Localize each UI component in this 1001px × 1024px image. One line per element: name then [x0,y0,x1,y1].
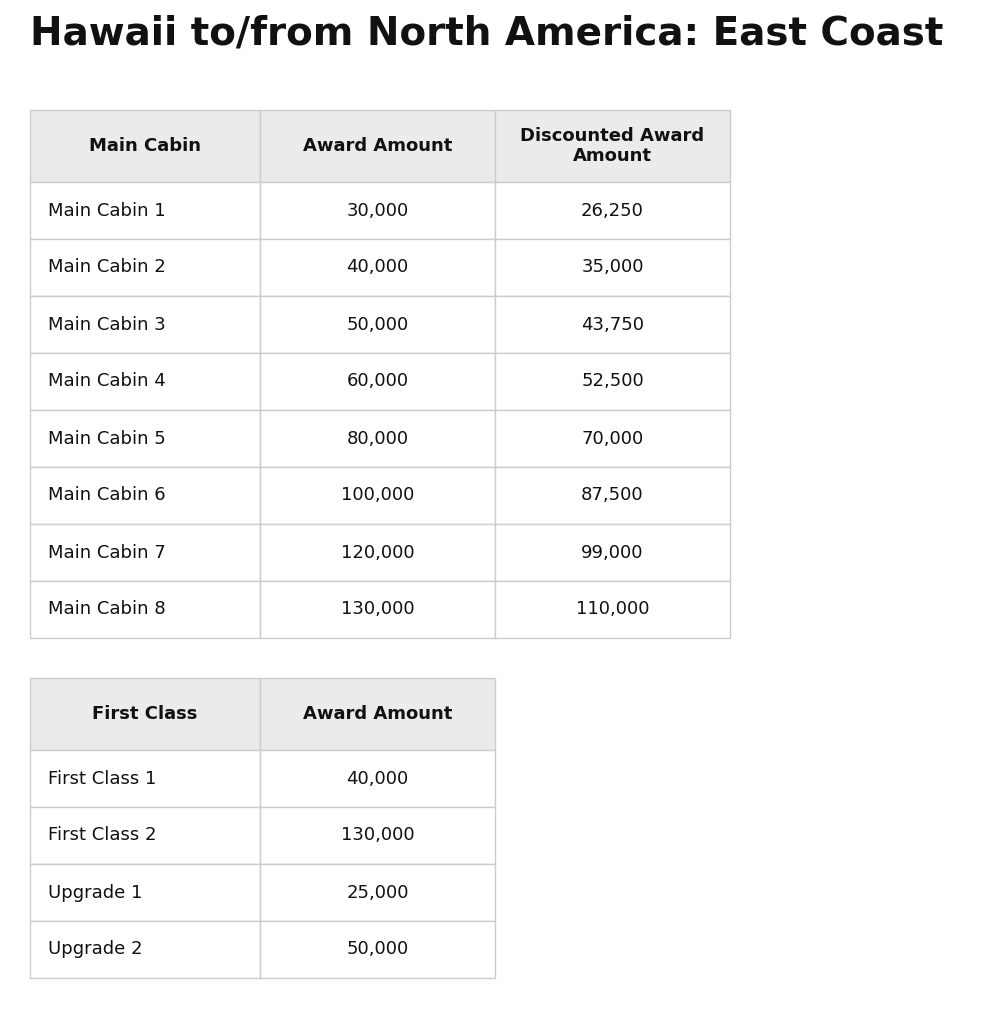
Bar [495,110,730,182]
Bar [495,581,730,638]
Text: Upgrade 2: Upgrade 2 [48,940,142,958]
Text: 120,000: 120,000 [340,544,414,561]
Text: 100,000: 100,000 [340,486,414,505]
Text: 40,000: 40,000 [346,769,408,787]
Bar [30,110,260,182]
Text: 87,500: 87,500 [582,486,644,505]
Bar [30,353,260,410]
Bar [30,864,260,921]
Text: 35,000: 35,000 [582,258,644,276]
Text: 30,000: 30,000 [346,202,408,219]
Bar [30,750,260,807]
Bar [260,182,495,239]
Bar [30,807,260,864]
Text: 52,500: 52,500 [582,373,644,390]
Text: 26,250: 26,250 [581,202,644,219]
Text: Main Cabin 8: Main Cabin 8 [48,600,165,618]
Bar [495,239,730,296]
Text: Main Cabin 7: Main Cabin 7 [48,544,166,561]
Text: Main Cabin: Main Cabin [89,137,201,155]
Text: 110,000: 110,000 [576,600,650,618]
Bar [30,524,260,581]
Text: 99,000: 99,000 [582,544,644,561]
Text: First Class: First Class [92,705,197,723]
Bar [260,467,495,524]
Text: 50,000: 50,000 [346,315,408,334]
Text: Main Cabin 6: Main Cabin 6 [48,486,165,505]
Text: First Class 2: First Class 2 [48,826,156,845]
Bar [260,750,495,807]
Text: 40,000: 40,000 [346,258,408,276]
Text: 130,000: 130,000 [340,826,414,845]
Text: First Class 1: First Class 1 [48,769,156,787]
Bar [260,524,495,581]
Text: 70,000: 70,000 [582,429,644,447]
Bar [495,353,730,410]
Bar [30,581,260,638]
Text: Main Cabin 1: Main Cabin 1 [48,202,165,219]
Bar [260,581,495,638]
Bar [495,182,730,239]
Text: Main Cabin 4: Main Cabin 4 [48,373,166,390]
Text: 50,000: 50,000 [346,940,408,958]
Bar [260,864,495,921]
Bar [260,921,495,978]
Text: 80,000: 80,000 [346,429,408,447]
Bar [30,467,260,524]
Bar [495,467,730,524]
Bar [30,239,260,296]
Bar [30,182,260,239]
Bar [30,296,260,353]
Text: Award Amount: Award Amount [303,137,452,155]
Bar [30,921,260,978]
Bar [260,678,495,750]
Bar [495,524,730,581]
Text: Main Cabin 5: Main Cabin 5 [48,429,166,447]
Text: Award Amount: Award Amount [303,705,452,723]
Text: 25,000: 25,000 [346,884,408,901]
Text: 60,000: 60,000 [346,373,408,390]
Bar [495,410,730,467]
Bar [260,410,495,467]
Bar [260,296,495,353]
Bar [260,110,495,182]
Text: Hawaii to/from North America: East Coast: Hawaii to/from North America: East Coast [30,15,943,53]
Bar [30,678,260,750]
Bar [260,353,495,410]
Text: Main Cabin 3: Main Cabin 3 [48,315,166,334]
Text: Discounted Award
Amount: Discounted Award Amount [521,127,705,166]
Text: 130,000: 130,000 [340,600,414,618]
Bar [495,296,730,353]
Text: Upgrade 1: Upgrade 1 [48,884,142,901]
Bar [260,239,495,296]
Bar [260,807,495,864]
Text: 43,750: 43,750 [581,315,644,334]
Text: Main Cabin 2: Main Cabin 2 [48,258,166,276]
Bar [30,410,260,467]
